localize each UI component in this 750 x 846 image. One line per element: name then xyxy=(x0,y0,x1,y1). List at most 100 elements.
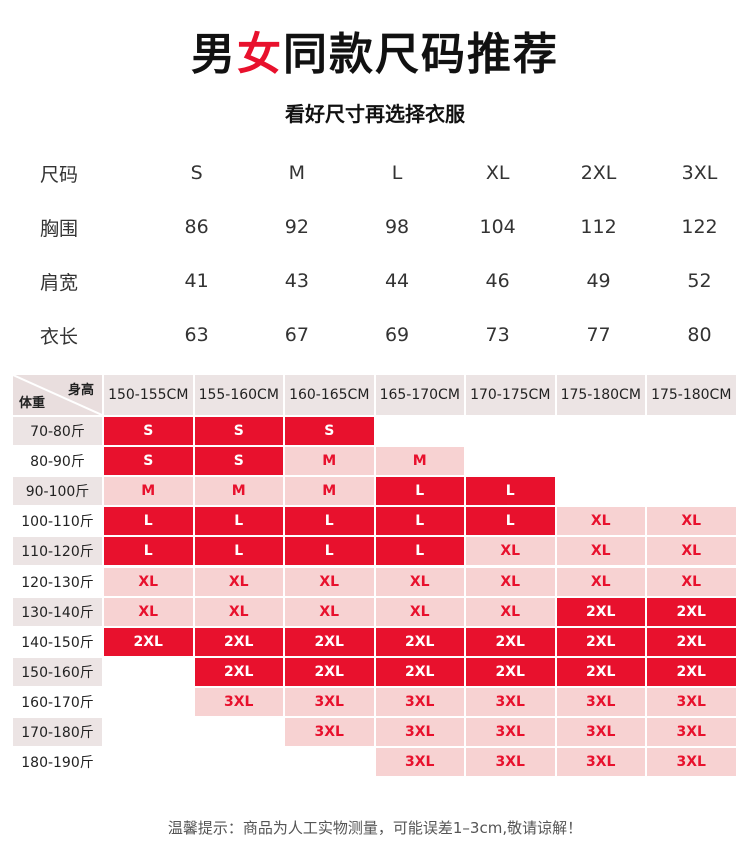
size-cell: M xyxy=(285,447,374,476)
spec-cell: 98 xyxy=(384,216,410,238)
size-cell: XL xyxy=(466,567,555,596)
spec-cell: 67 xyxy=(284,324,309,346)
size-cell: XL xyxy=(285,597,374,626)
spec-row-label: 衣长 xyxy=(40,325,79,348)
spec-cell: 49 xyxy=(586,270,611,292)
size-cell: XL xyxy=(285,567,374,596)
size-cell: S xyxy=(104,417,193,446)
size-cell: 3XL xyxy=(375,718,464,747)
size-cell: 3XL xyxy=(466,748,555,777)
height-column-header: 170-175CM xyxy=(466,375,555,415)
size-cell: M xyxy=(194,477,283,506)
title-part-2: 同款尺码推荐 xyxy=(283,29,559,80)
weight-row-label: 90-100斤 xyxy=(13,477,102,506)
size-cell: 3XL xyxy=(466,687,555,716)
weight-row-label: 160-170斤 xyxy=(13,687,102,716)
size-cell: 2XL xyxy=(375,657,464,686)
size-cell: 2XL xyxy=(647,627,736,656)
size-cell: 2XL xyxy=(194,657,283,686)
size-cell: 3XL xyxy=(647,718,736,747)
size-cell: XL xyxy=(556,567,645,596)
size-cell: 2XL xyxy=(556,627,645,656)
spec-cell: 63 xyxy=(184,324,209,346)
spec-row: 胸围 86 92 98 104 112 122 xyxy=(0,200,750,254)
spec-row: 衣长 63 67 69 73 77 80 xyxy=(0,308,750,362)
footer-note: 温馨提示：商品为人工实物测量，可能误差1–3cm,敬请谅解！ xyxy=(167,819,583,837)
spec-cell: 77 xyxy=(586,324,611,346)
size-cell: 2XL xyxy=(285,657,374,686)
size-cell: XL xyxy=(647,507,736,536)
size-cell: XL xyxy=(194,567,283,596)
weight-row-label: 100-110斤 xyxy=(13,507,102,536)
subtitle: 看好尺寸再选择衣服 xyxy=(285,102,465,126)
size-cell: M xyxy=(104,477,193,506)
size-cell: L xyxy=(285,507,374,536)
spec-cell: 41 xyxy=(184,270,209,292)
spec-cell: 104 xyxy=(479,216,516,238)
size-cell: L xyxy=(375,507,464,536)
spec-cell: S xyxy=(190,162,203,184)
size-cell: 2XL xyxy=(466,657,555,686)
spec-cell: 2XL xyxy=(580,162,617,184)
title-part-1: 男 xyxy=(191,29,237,80)
size-cell: XL xyxy=(466,537,555,566)
size-cell: 3XL xyxy=(556,718,645,747)
size-cell: 3XL xyxy=(647,687,736,716)
spec-row: 肩宽 41 43 44 46 49 52 xyxy=(0,254,750,308)
size-cell: 2XL xyxy=(556,597,645,626)
weight-row-label: 120-130斤 xyxy=(13,567,102,596)
size-cell: 3XL xyxy=(285,687,374,716)
size-cell: 2XL xyxy=(556,657,645,686)
spec-row-label: 肩宽 xyxy=(40,271,79,294)
size-cell: 3XL xyxy=(556,687,645,716)
size-cell: 2XL xyxy=(194,627,283,656)
height-column-header: 160-165CM xyxy=(285,375,374,415)
weight-row-label: 180-190斤 xyxy=(13,748,102,777)
size-cell: S xyxy=(285,417,374,446)
weight-row-label: 70-80斤 xyxy=(13,417,102,446)
size-cell: S xyxy=(104,447,193,476)
size-cell: 3XL xyxy=(556,748,645,777)
weight-row-label: 130-140斤 xyxy=(13,597,102,626)
size-spec-table: 尺码 S M L XL 2XL 3XL 胸围 86 92 98 104 112 122 肩宽 41 43 44 46… xyxy=(0,146,750,362)
height-column-header: 155-160CM xyxy=(194,375,283,415)
size-recommendation-grid: 身高 体重 150-155CM 155-160CM 160-165CM 165-170CM… xyxy=(13,375,740,785)
size-cell: XL xyxy=(104,597,193,626)
size-cell: XL xyxy=(375,567,464,596)
weight-row-label: 150-160斤 xyxy=(13,657,102,686)
spec-cell: 3XL xyxy=(681,162,718,184)
spec-cell: 69 xyxy=(384,324,410,346)
weight-row-label: 140-150斤 xyxy=(13,627,102,656)
page-title: 男女同款尺码推荐 xyxy=(0,18,750,82)
size-cell: L xyxy=(194,537,283,566)
size-cell: 2XL xyxy=(104,627,193,656)
size-cell: XL xyxy=(647,537,736,566)
corner-diagonal xyxy=(13,375,102,415)
size-cell: XL xyxy=(194,597,283,626)
spec-cell: 46 xyxy=(485,270,510,292)
height-column-header: 175-180CM xyxy=(556,375,645,415)
size-cell: L xyxy=(104,507,193,536)
size-cell: XL xyxy=(647,567,736,596)
size-cell: L xyxy=(194,507,283,536)
spec-cell: 80 xyxy=(687,324,712,346)
size-cell: L xyxy=(285,537,374,566)
size-cell: XL xyxy=(466,597,555,626)
size-cell: 3XL xyxy=(647,748,736,777)
size-cell: 3XL xyxy=(375,687,464,716)
size-cell: 2XL xyxy=(375,627,464,656)
spec-cell: M xyxy=(288,162,306,184)
size-cell: M xyxy=(285,477,374,506)
size-cell: XL xyxy=(556,507,645,536)
corner-weight-label: 体重 xyxy=(19,396,46,411)
size-cell: M xyxy=(375,447,464,476)
size-cell: 2XL xyxy=(647,597,736,626)
spec-cell: 44 xyxy=(384,270,410,292)
spec-cell: 52 xyxy=(687,270,712,292)
spec-cell: 86 xyxy=(184,216,209,238)
spec-row-label: 尺码 xyxy=(40,163,79,186)
title-accent: 女 xyxy=(237,29,283,80)
spec-cell: 122 xyxy=(681,216,718,238)
size-cell: 2XL xyxy=(647,657,736,686)
height-column-header: 150-155CM xyxy=(104,375,193,415)
